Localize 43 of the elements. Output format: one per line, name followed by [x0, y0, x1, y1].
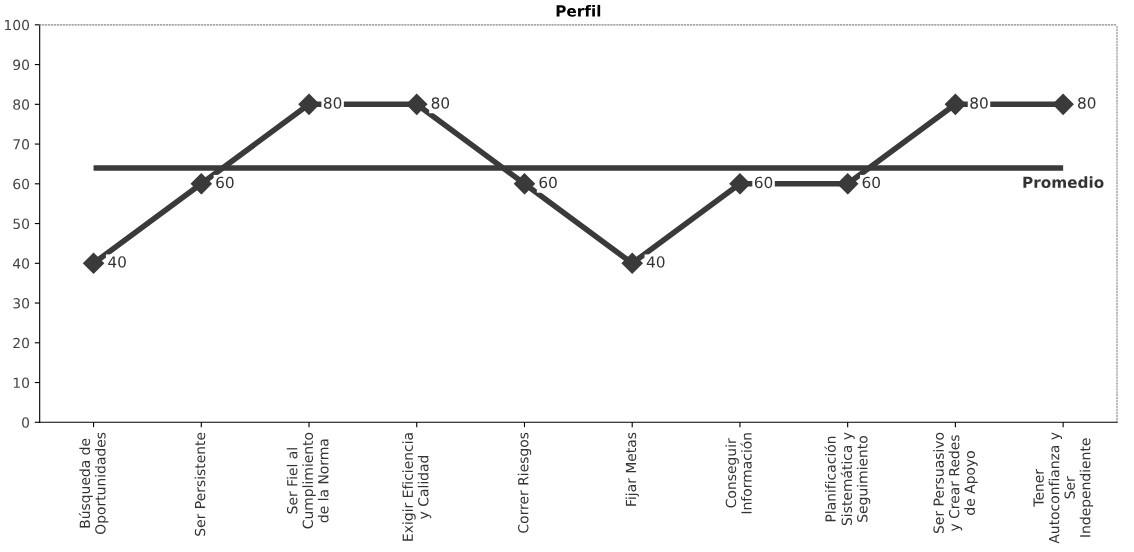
point: [83, 252, 105, 274]
x-tick-label: Ser Persuasivo y Crear Redes de Apoyo: [933, 432, 978, 534]
data-label: 80: [1078, 97, 1096, 109]
chart-title: Perfil: [556, 4, 601, 17]
data-label: 80: [431, 97, 450, 109]
data-label: 60: [754, 176, 773, 189]
y-tick-label: 0: [22, 417, 30, 428]
x-tick-label: Fijar Metas: [625, 432, 639, 506]
point: [406, 93, 428, 115]
y-tick-label: 90: [13, 59, 30, 71]
ref-line-label: Promedio: [1023, 176, 1104, 189]
x-tick-label: Ser Persistente: [194, 432, 206, 536]
data-label: 80: [323, 97, 342, 109]
x-tick-label: Tener Autoconfianza y Ser Independiente: [1033, 432, 1094, 544]
y-tick-label: 20: [13, 337, 30, 349]
point: [729, 173, 751, 195]
x-tick-label: Planificación Sistemática y Seguimiento: [824, 432, 871, 526]
x-tick-label: Conseguir Información: [725, 433, 752, 514]
point: [513, 173, 535, 195]
data-label: 40: [108, 256, 126, 268]
data-label: 40: [646, 256, 665, 268]
x-tick-label: Exigir Eficiencia y Calidad: [402, 433, 432, 541]
y-tick-label: 10: [13, 377, 30, 389]
data-label: 60: [862, 176, 880, 189]
x-tick-label: Búsqueda de Oportunidades: [78, 432, 109, 535]
point: [837, 173, 859, 195]
data-label: 60: [539, 176, 557, 189]
point: [944, 93, 966, 115]
point: [1052, 93, 1074, 115]
y-tick-label: 40: [12, 258, 30, 269]
point: [190, 173, 212, 195]
point: [298, 93, 320, 115]
data-label: 80: [970, 97, 988, 109]
x-tick-label: Ser Fiel al Cumplimiento de la Norma: [286, 432, 329, 529]
y-tick-label: 60: [13, 178, 30, 190]
y-tick-label: 100: [4, 19, 30, 31]
y-tick-label: 80: [13, 99, 30, 110]
point: [621, 252, 643, 274]
x-tick-label: Correr Riesgos: [517, 432, 532, 533]
y-tick-label: 30: [13, 298, 30, 309]
data-label: 60: [216, 176, 234, 189]
y-tick-label: 70: [13, 139, 30, 150]
y-tick-label: 50: [13, 218, 30, 230]
